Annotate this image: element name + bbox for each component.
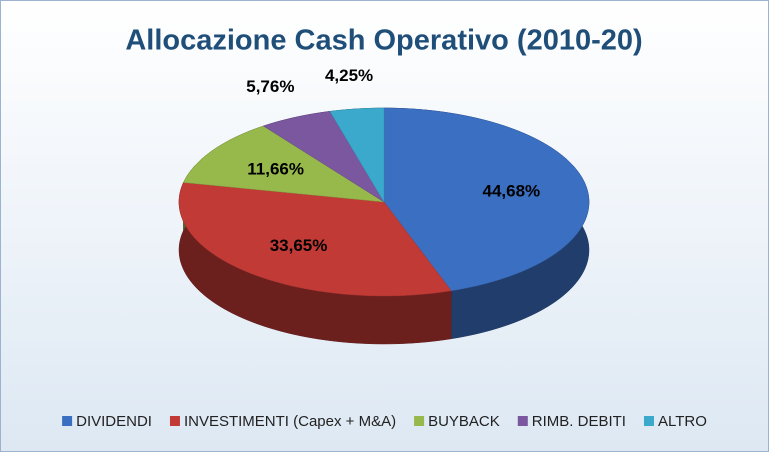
slice xyxy=(183,125,385,203)
legend-item: DIVIDENDI xyxy=(62,413,152,430)
slice xyxy=(329,107,385,203)
data-label: 5,76% xyxy=(246,77,294,96)
data-label: 11,66% xyxy=(247,159,304,178)
legend-swatch xyxy=(643,416,654,426)
legend-label: DIVIDENDI xyxy=(76,413,152,430)
slice xyxy=(178,182,452,297)
legend-label: RIMB. DEBITI xyxy=(532,413,626,430)
data-label: 44,68% xyxy=(483,182,541,201)
legend-item: INVESTIMENTI (Capex + M&A) xyxy=(169,413,396,430)
data-label: 33,65% xyxy=(270,236,328,255)
legend-item: RIMB. DEBITI xyxy=(517,413,626,430)
legend-swatch xyxy=(62,416,73,426)
data-label: 4,25% xyxy=(325,66,373,85)
legend-label: ALTRO xyxy=(658,413,707,430)
legend-label: INVESTIMENTI (Capex + M&A) xyxy=(184,413,396,430)
legend-swatch xyxy=(414,416,425,426)
legend-label: BUYBACK xyxy=(428,413,500,430)
legend-item: ALTRO xyxy=(643,413,707,430)
legend-item: BUYBACK xyxy=(414,413,500,430)
slice xyxy=(262,111,385,203)
chart-title: Allocazione Cash Operativo (2010-20) xyxy=(125,25,642,57)
legend-swatch xyxy=(517,416,528,426)
legend-swatch xyxy=(169,416,180,426)
slice xyxy=(383,107,590,292)
